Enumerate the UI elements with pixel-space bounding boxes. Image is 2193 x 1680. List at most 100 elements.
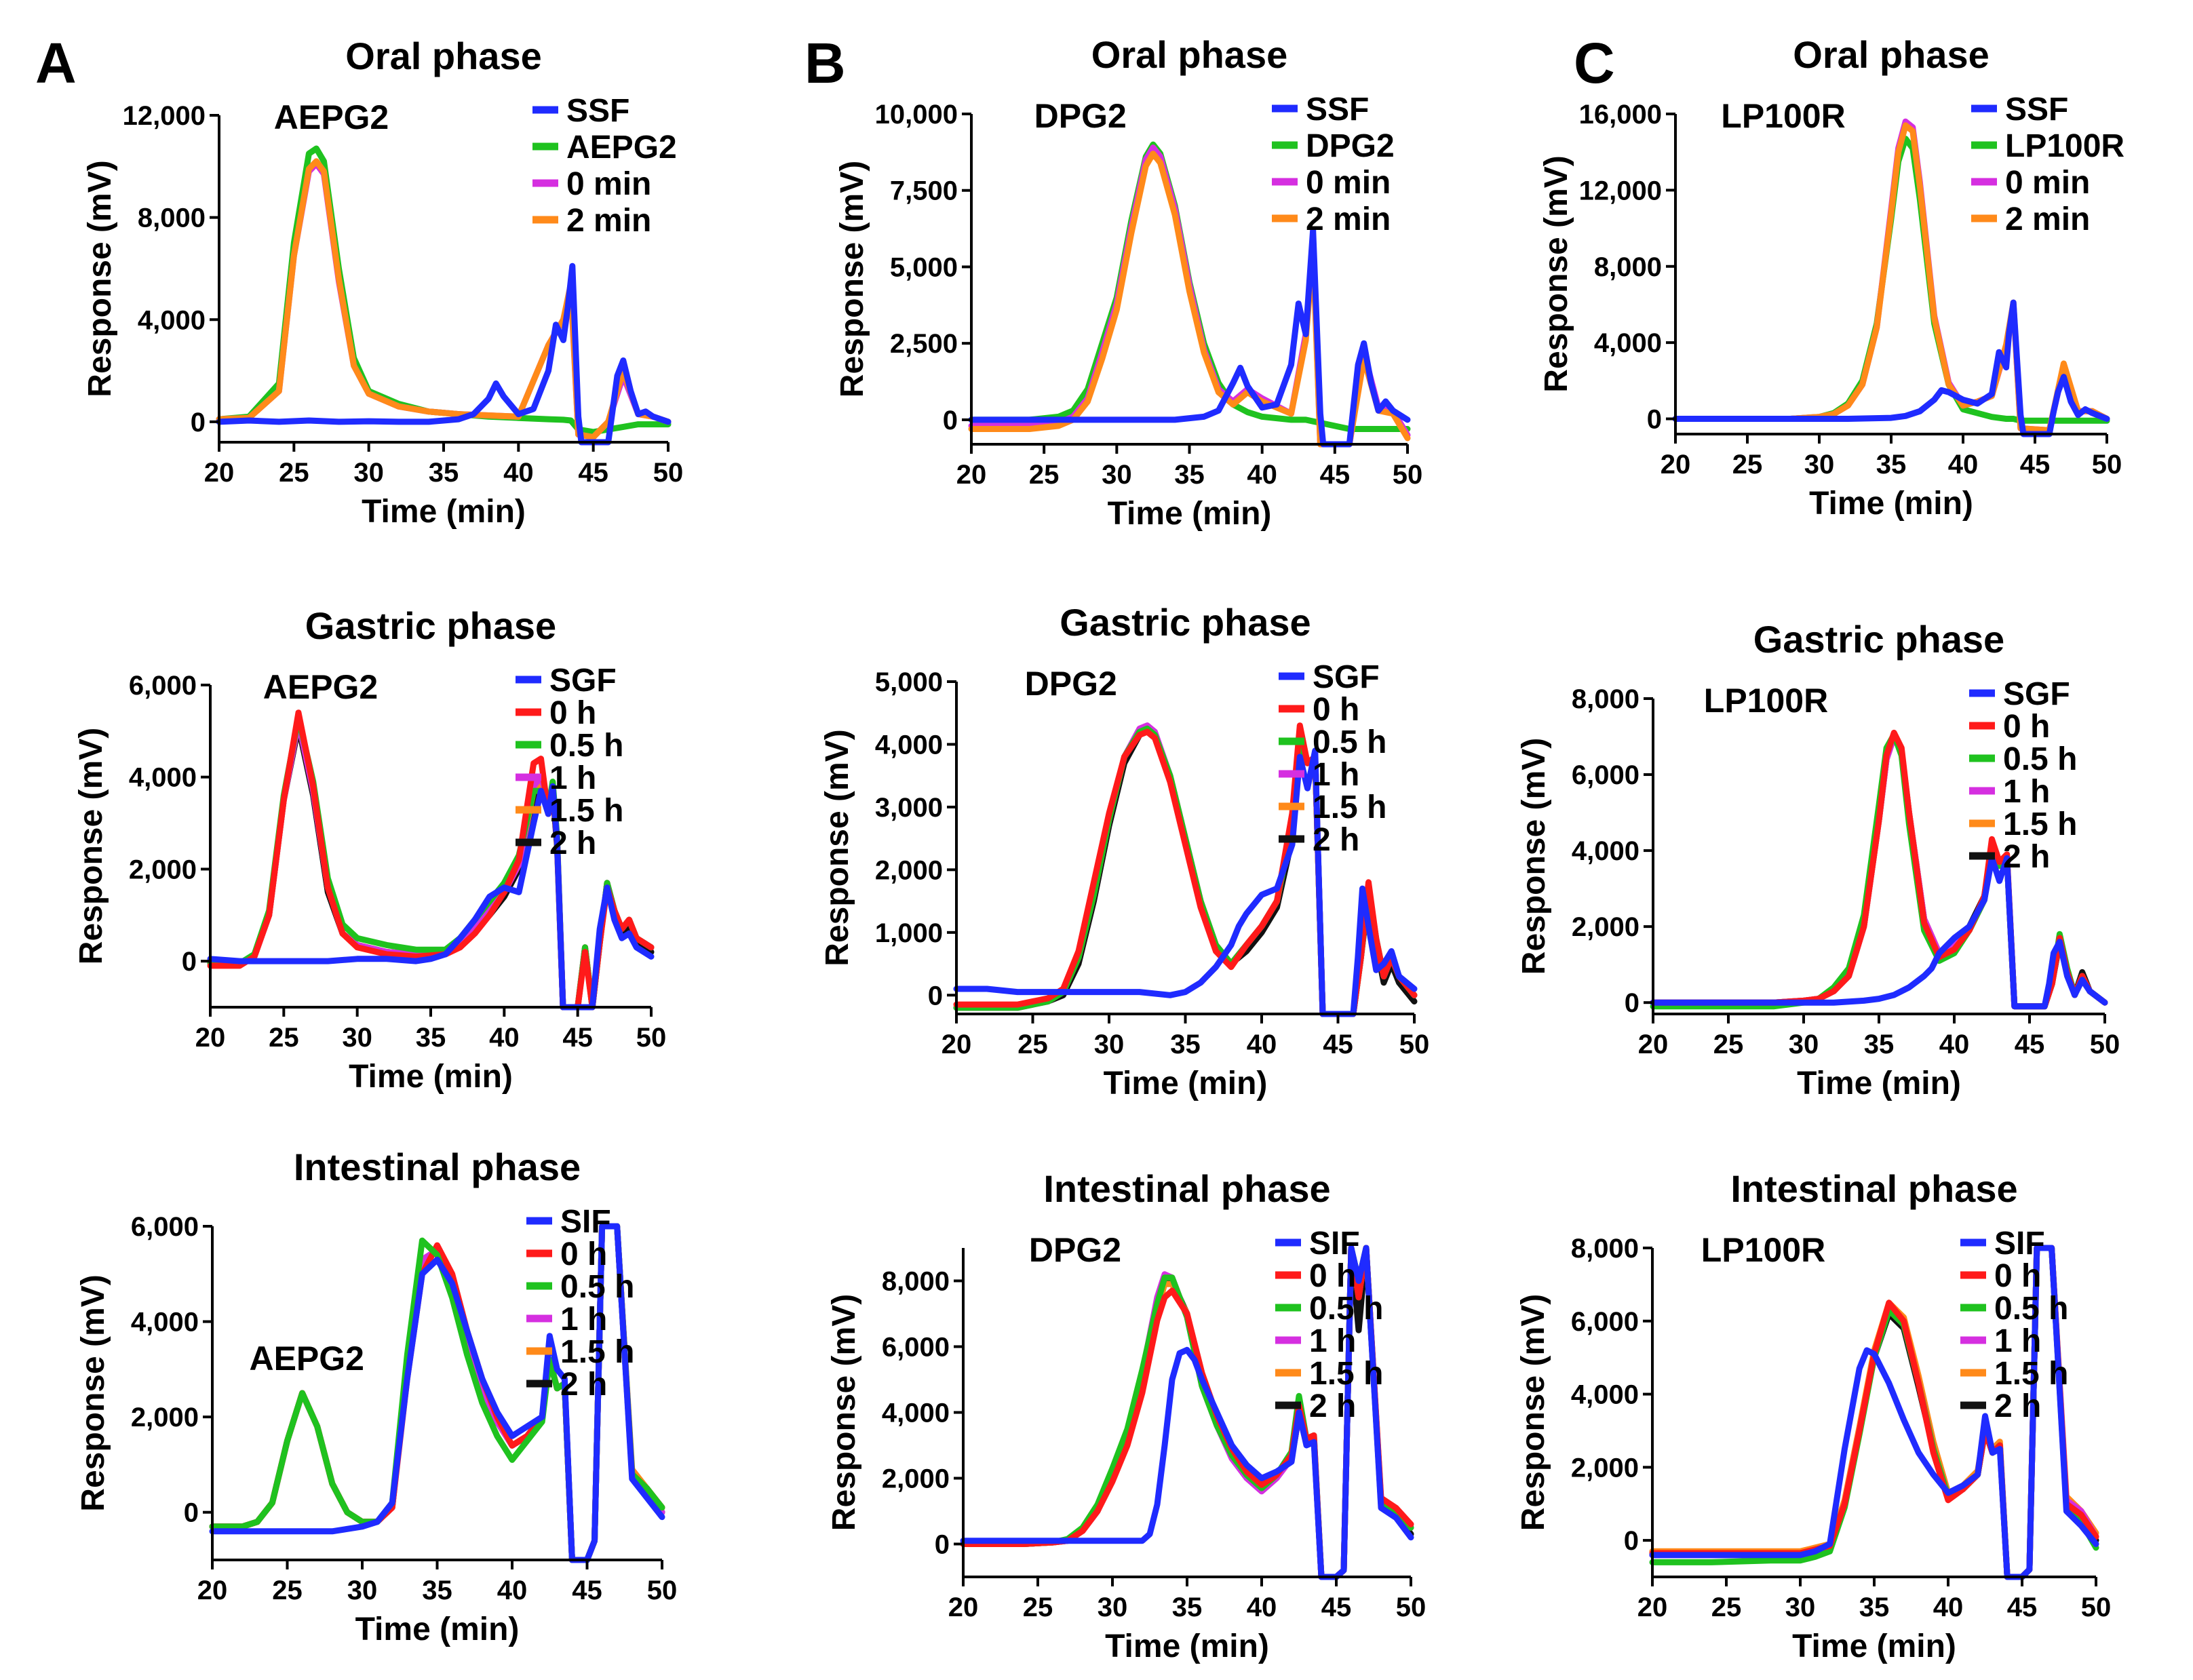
chart-title: Gastric phase [1060,601,1311,644]
chart-8: Intestinal phase 20 25 30 35 40 45 50 0 2,000 4,00… [826,1167,1426,1664]
chart-grid: Oral phase 20 25 30 35 40 45 50 0 4,000 8,000 12,00… [73,33,2124,1664]
x-tick-label: 20 [1661,450,1691,480]
chart-title: Oral phase [345,35,541,77]
sample-label: LP100R [1701,1231,1825,1269]
y-tick-label: 2,000 [882,1464,950,1494]
x-tick-label: 20 [956,460,987,490]
legend-entry: 0.5 h [1309,1291,1383,1327]
sample-label: AEPG2 [249,1340,364,1378]
y-tick-label: 3,000 [875,793,943,823]
y-tick-label: 0 [1624,1526,1639,1556]
legend-entry: 1.5 h [1313,789,1386,825]
legend-entry: SIF [1309,1226,1360,1262]
x-tick-label: 45 [2015,1030,2045,1059]
y-tick-label: 6,000 [131,1212,199,1242]
x-tick-label: 40 [1939,1030,1970,1059]
chart-title: Intestinal phase [1730,1167,2017,1210]
x-tick-label: 20 [197,1576,228,1605]
x-tick-label: 30 [1789,1030,1819,1059]
y-tick-label: 4,000 [138,305,206,335]
x-axis-label: Time (min) [362,494,526,530]
x-axis-label: Time (min) [349,1059,513,1095]
y-tick-label: 4,000 [1594,328,1662,358]
series-group [953,722,1418,1017]
series-line-0-h [953,722,1418,1017]
legend-entry: 1 h [2003,774,2050,810]
x-tick-label: 30 [353,458,384,488]
legend-entry: 0 min [2005,165,2090,201]
y-tick-label: 2,000 [1571,1453,1639,1483]
legend-entry: 1.5 h [560,1334,634,1370]
series-group [1650,729,2108,1010]
x-tick-label: 25 [1711,1593,1742,1622]
y-tick-label: 8,000 [1572,684,1639,714]
x-axis-label: Time (min) [1108,496,1272,532]
x-tick-label: 35 [1174,460,1205,490]
series-group [207,709,655,1011]
x-tick-label: 25 [1029,460,1060,490]
x-tick-label: 45 [2007,1593,2038,1622]
x-tick-label: 40 [1948,450,1979,480]
y-axis-label: Response (mV) [1516,738,1552,975]
x-tick-label: 20 [1637,1593,1668,1622]
legend-entry: SSF [1306,92,1369,128]
y-tick-label: 2,000 [131,1403,199,1432]
legend-entry: SIF [1994,1226,2045,1262]
y-tick-label: 2,000 [875,855,943,885]
series-group [1672,118,2110,437]
chart-title: Gastric phase [1753,618,2004,661]
y-tick-label: 4,000 [129,763,197,793]
panel-letter-c: C [1574,31,1615,95]
legend-entry: 2 h [1309,1388,1356,1424]
legend-entry: 1 h [560,1302,607,1337]
legend-entry: DPG2 [1306,128,1395,164]
legend-entry: 1 h [1313,757,1359,793]
y-tick-label: 4,000 [131,1308,199,1337]
chart-5: Gastric phase 20 25 30 35 40 45 50 0 1,000 2,000 3,… [819,601,1429,1101]
legend-entry: 1.5 h [1994,1356,2068,1392]
chart-9: Intestinal phase 20 25 30 35 40 45 50 0 2,000 4,00… [1515,1167,2111,1664]
legend-entry: 0.5 h [1313,724,1386,760]
x-tick-label: 20 [948,1593,979,1622]
legend-entry: 0 min [566,166,651,202]
x-tick-label: 40 [1247,460,1277,490]
legend-entry: 1 h [549,760,596,796]
legend-entry: 0.5 h [560,1269,634,1305]
legend-entry: 2 h [1994,1388,2041,1424]
x-axis-label: Time (min) [1809,486,1973,522]
x-tick-label: 40 [497,1576,528,1605]
y-tick-label: 0 [182,947,197,977]
x-tick-label: 50 [2092,450,2122,480]
legend-entry: 0 h [1994,1258,2041,1294]
sample-label: LP100R [1721,97,1845,135]
y-axis-label: Response (mV) [819,729,855,966]
series-line-sgf [1650,855,2108,1010]
sample-label: DPG2 [1025,665,1117,703]
x-tick-label: 40 [1247,1593,1277,1622]
x-axis-label: Time (min) [1797,1066,1961,1101]
legend-entry: 1 h [1994,1323,2041,1359]
x-tick-label: 25 [272,1576,303,1605]
y-tick-label: 4,000 [882,1399,950,1428]
y-tick-label: 7,500 [890,176,958,206]
y-axis-label: Response (mV) [73,728,109,964]
legend-entry: 2 h [549,825,596,861]
sample-label: AEPG2 [274,98,389,136]
y-tick-label: 0 [1625,988,1639,1018]
chart-title: Oral phase [1793,33,1989,76]
panel-letter-b: B [804,31,846,95]
series-line-sgf [953,747,1418,1017]
y-tick-label: 16,000 [1579,100,1662,130]
series-line-sif [960,1245,1414,1580]
x-tick-label: 25 [1023,1593,1053,1622]
x-tick-label: 45 [1323,1030,1353,1059]
y-tick-label: 6,000 [882,1333,950,1363]
